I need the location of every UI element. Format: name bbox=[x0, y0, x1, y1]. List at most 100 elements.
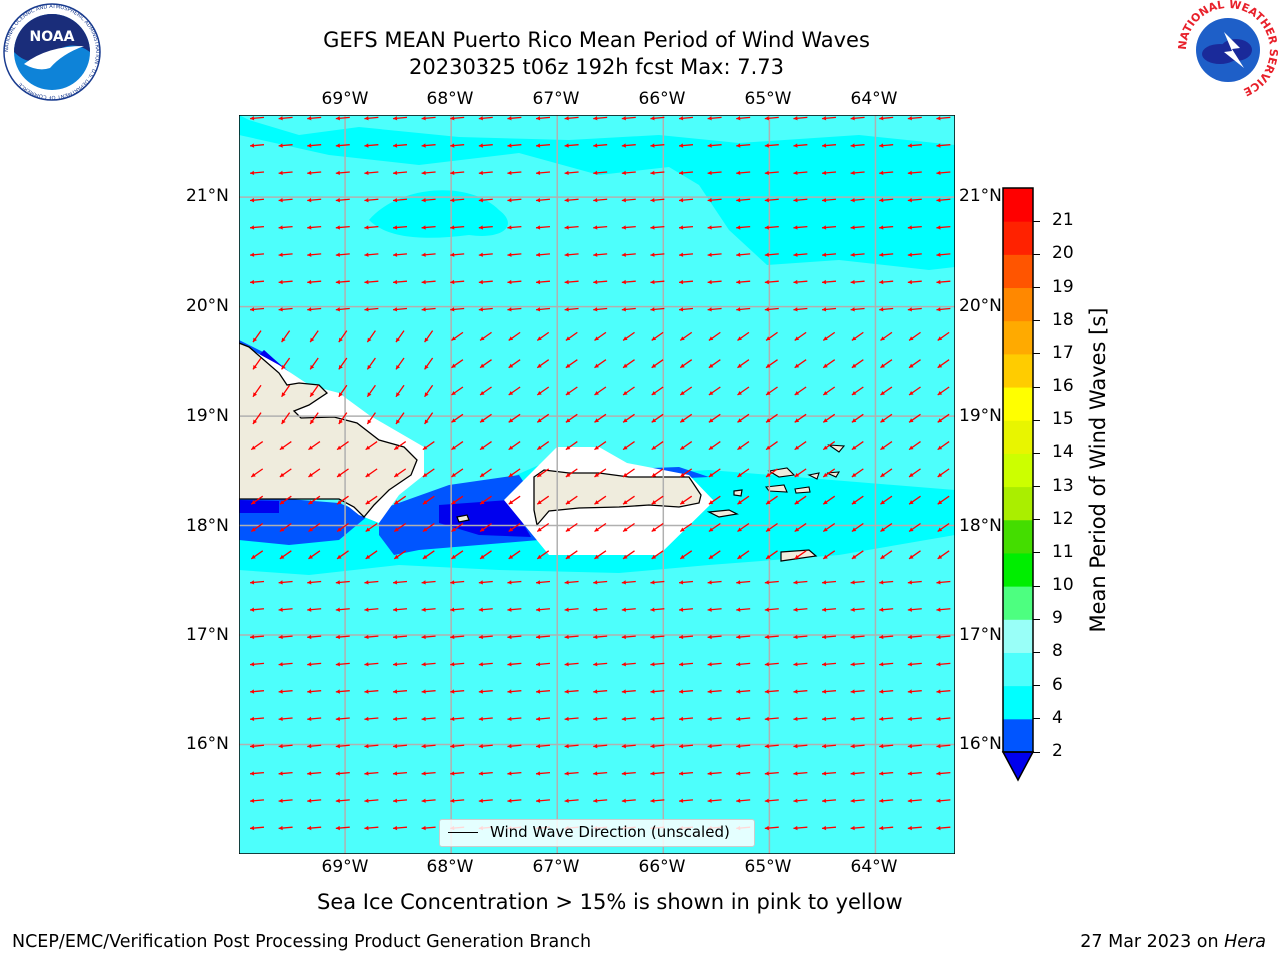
wind-wave-arrow bbox=[451, 413, 464, 423]
wind-wave-arrow bbox=[622, 359, 635, 369]
wind-wave-arrow bbox=[937, 386, 950, 396]
wind-wave-arrow bbox=[450, 143, 465, 148]
colorbar-tick-label: 10 bbox=[1052, 575, 1074, 596]
wind-wave-arrow bbox=[650, 580, 665, 585]
wind-wave-arrow bbox=[507, 716, 522, 722]
wind-wave-arrow bbox=[736, 307, 751, 312]
wind-wave-arrow bbox=[764, 634, 779, 640]
wind-wave-arrow bbox=[479, 550, 492, 560]
wind-wave-arrow bbox=[850, 225, 865, 230]
wind-wave-arrow bbox=[536, 495, 550, 505]
wind-wave-arrow bbox=[278, 744, 293, 749]
wind-wave-arrow bbox=[250, 441, 264, 451]
colorbar-tick-mark bbox=[1033, 651, 1040, 653]
wind-wave-arrow bbox=[907, 798, 922, 803]
wind-wave-arrow bbox=[392, 689, 408, 694]
wind-wave-arrow bbox=[793, 198, 808, 203]
colorbar-block bbox=[1003, 387, 1033, 421]
wind-wave-arrow bbox=[821, 607, 837, 612]
wind-wave-arrow bbox=[678, 279, 694, 285]
wind-wave-arrow bbox=[794, 331, 807, 341]
wind-wave-arrow bbox=[821, 580, 837, 585]
wind-wave-arrow bbox=[764, 689, 779, 694]
wind-wave-arrow bbox=[736, 798, 751, 803]
wind-wave-arrow bbox=[364, 198, 379, 203]
wind-wave-arrow bbox=[307, 116, 322, 121]
colorbar-label: Mean Period of Wind Waves [s] bbox=[1086, 307, 1110, 633]
wind-wave-arrow bbox=[450, 279, 465, 285]
wind-wave-arrow bbox=[707, 279, 722, 285]
wind-wave-arrow bbox=[707, 580, 722, 585]
wind-wave-arrow bbox=[536, 413, 550, 423]
wind-wave-arrow bbox=[593, 143, 608, 148]
wind-wave-arrow bbox=[764, 170, 779, 176]
colorbar-frame bbox=[1002, 187, 1034, 753]
wind-wave-arrow bbox=[392, 252, 408, 257]
wind-wave-arrow bbox=[393, 495, 407, 505]
wind-wave-arrow bbox=[307, 307, 322, 312]
wind-wave-arrow bbox=[879, 225, 894, 230]
colorbar-tick-mark bbox=[1033, 419, 1040, 421]
wind-wave-arrow bbox=[279, 550, 292, 560]
colorbar-tick-mark bbox=[1033, 519, 1040, 521]
land-culebra bbox=[733, 489, 743, 497]
wind-wave-arrow bbox=[535, 607, 551, 612]
wind-wave-arrow bbox=[309, 384, 319, 398]
colorbar-tick-mark bbox=[1033, 287, 1040, 289]
wind-wave-arrow bbox=[678, 225, 694, 230]
wind-wave-arrow bbox=[450, 716, 465, 722]
wind-wave-arrow bbox=[879, 744, 894, 749]
wind-wave-arrow bbox=[850, 279, 865, 285]
colorbar-tick-label: 9 bbox=[1052, 608, 1063, 629]
wind-wave-arrow bbox=[307, 771, 322, 776]
wind-wave-arrow bbox=[678, 580, 694, 585]
wind-wave-arrow bbox=[736, 252, 751, 257]
wind-wave-arrow bbox=[250, 550, 264, 560]
wind-wave-arrow bbox=[708, 441, 721, 451]
wind-wave-arrow bbox=[364, 116, 379, 121]
wind-wave-arrow bbox=[794, 386, 807, 396]
wind-wave-arrow bbox=[621, 716, 636, 722]
wind-wave-arrow bbox=[249, 798, 265, 803]
wind-wave-arrow bbox=[679, 413, 693, 423]
wind-wave-arrow bbox=[850, 744, 865, 749]
wind-wave-arrow bbox=[421, 825, 436, 831]
wind-wave-arrow bbox=[621, 771, 636, 776]
wind-wave-arrow bbox=[651, 468, 664, 478]
wind-wave-arrow bbox=[451, 386, 464, 396]
wind-wave-arrow bbox=[309, 330, 319, 343]
chart-title: GEFS MEAN Puerto Rico Mean Period of Win… bbox=[323, 28, 870, 52]
wind-wave-arrow bbox=[879, 662, 894, 667]
wind-wave-arrow bbox=[535, 744, 551, 749]
lat-label-right-21n: 21°N bbox=[959, 186, 1002, 206]
wind-wave-arrow bbox=[650, 607, 665, 612]
wind-wave-arrow bbox=[678, 662, 694, 667]
wind-wave-arrow bbox=[335, 252, 350, 257]
wind-wave-arrow bbox=[650, 744, 665, 749]
wind-wave-arrow bbox=[621, 143, 636, 148]
wind-wave-arrow bbox=[908, 522, 921, 533]
wind-wave-arrow bbox=[708, 468, 721, 478]
wind-wave-arrow bbox=[535, 662, 551, 667]
wind-wave-arrow bbox=[450, 116, 465, 121]
wind-wave-arrow bbox=[249, 744, 265, 749]
wind-wave-arrow bbox=[593, 662, 608, 667]
wind-wave-arrow bbox=[507, 798, 522, 803]
wind-wave-arrow bbox=[621, 198, 636, 203]
wind-wave-arrow bbox=[393, 468, 407, 478]
wind-wave-arrow bbox=[281, 357, 291, 370]
wind-wave-arrow bbox=[565, 413, 578, 423]
wind-wave-arrow bbox=[621, 634, 636, 640]
wind-wave-arrow bbox=[821, 825, 837, 831]
colorbar-block bbox=[1003, 486, 1033, 521]
wind-wave-arrow bbox=[793, 689, 808, 694]
footer-right-date: 27 Mar 2023 on Hera bbox=[1080, 932, 1266, 952]
wind-wave-arrow bbox=[880, 331, 893, 341]
wind-wave-arrow bbox=[907, 170, 922, 176]
wind-wave-arrow bbox=[907, 279, 922, 285]
wind-wave-arrow bbox=[365, 495, 378, 505]
wind-wave-arrow bbox=[593, 116, 608, 121]
wind-wave-arrow bbox=[879, 771, 894, 776]
wind-wave-arrow bbox=[850, 307, 865, 312]
wind-wave-arrow bbox=[450, 307, 465, 312]
